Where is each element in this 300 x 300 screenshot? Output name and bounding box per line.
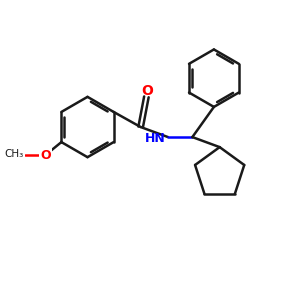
Text: O: O [141,83,153,98]
Text: O: O [40,148,51,161]
Text: CH₃: CH₃ [5,149,24,160]
Text: methoxy: methoxy [14,153,21,154]
Text: HN: HN [145,132,166,145]
